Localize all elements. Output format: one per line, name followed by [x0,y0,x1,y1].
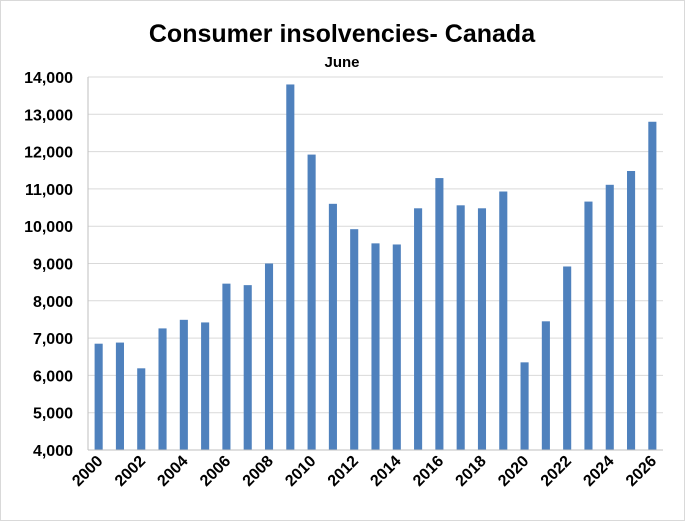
y-tick-label: 10,000 [24,219,73,236]
bar-2017 [456,205,465,450]
bar-2018 [477,208,487,450]
x-tick-label: 2016 [410,453,447,490]
y-tick-label: 14,000 [24,70,73,87]
x-axis-tick-labels: 2000 2002 2004 2006 2008 2010 2012 2014 2016 2018… [69,453,660,490]
x-tick-label: 2024 [580,453,617,490]
bar-2003 [158,328,167,450]
bar-2022 [563,266,572,450]
bar-2021 [541,321,550,450]
bars [94,84,657,451]
x-tick-label: 2026 [623,453,660,490]
y-tick-label: 11,000 [25,182,73,199]
y-tick-label: 6,000 [33,368,73,385]
bar-2006 [222,283,231,450]
bar-2019 [499,191,508,451]
x-tick-label: 2010 [282,453,319,490]
y-tick-label: 7,000 [33,331,73,348]
chart-subtitle: June [324,54,359,71]
bar-2007 [243,285,252,450]
bar-2002 [137,368,146,450]
bar-2001 [115,342,124,450]
bar-2026 [648,121,657,450]
x-tick-label: 2006 [197,453,234,490]
y-tick-label: 4,000 [33,443,73,460]
y-tick-label: 13,000 [24,107,73,124]
y-axis-tick-labels: 4,000 5,000 6,000 7,000 8,000 9,000 10,000 11,0… [24,70,73,460]
x-tick-label: 2012 [325,453,362,490]
bar-2005 [201,322,210,450]
axes [87,77,663,451]
x-tick-label: 2022 [538,453,575,490]
chart-title: Consumer insolvencies- Canada [149,20,536,48]
y-tick-label: 8,000 [33,294,73,311]
bar-2010 [307,154,316,451]
x-tick-label: 2000 [69,453,106,490]
y-tick-label: 5,000 [33,406,73,423]
bar-2009 [286,84,295,451]
bar-2024 [605,184,614,450]
bar-2013 [371,243,380,450]
x-tick-label: 2014 [367,453,404,490]
x-tick-label: 2018 [453,453,490,490]
y-tick-label: 12,000 [24,145,73,162]
y-tick-label: 9,000 [33,257,73,274]
bar-2016 [435,178,444,450]
x-tick-label: 2008 [240,453,277,490]
bar-2023 [584,201,593,450]
x-tick-label: 2004 [154,453,191,490]
bar-2008 [264,263,274,450]
x-tick-label: 2002 [112,453,149,490]
bar-2012 [350,229,359,450]
bar-2004 [179,319,188,450]
x-tick-label: 2020 [495,453,532,490]
bar-2020 [520,362,529,450]
bar-2025 [627,170,636,450]
bar-2000 [94,343,103,450]
bar-2011 [328,203,337,450]
bar-2014 [392,244,401,450]
bar-2015 [414,208,423,450]
